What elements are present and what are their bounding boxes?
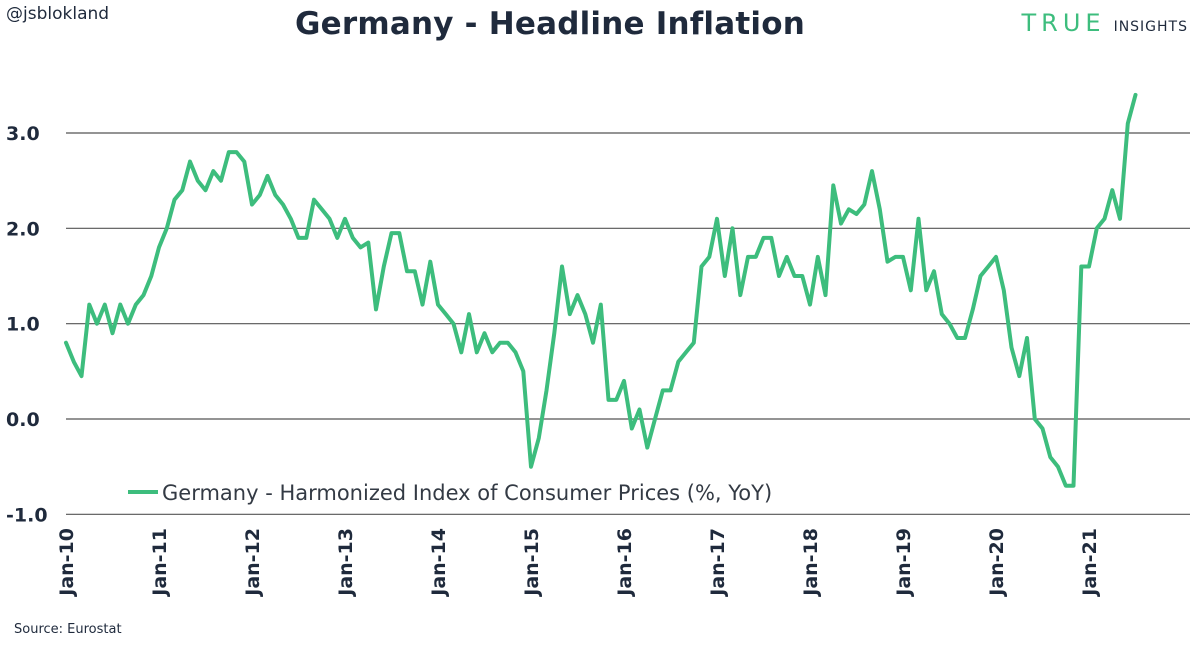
brand-logo: TRUE INSIGHTS [1021, 9, 1188, 37]
x-tick-label: Jan-16 [614, 528, 636, 598]
brand-true-text: TRUE [1021, 9, 1106, 37]
brand-insights-text: INSIGHTS [1113, 19, 1188, 35]
x-tick-label: Jan-18 [800, 528, 822, 598]
x-axis-ticks: Jan-10 Jan-11 Jan-12 Jan-13 Jan-14 Jan-15 Jan-… [56, 528, 1101, 598]
y-tick-label: 0.0 [6, 409, 40, 431]
x-tick-label: Jan-19 [893, 528, 915, 598]
x-tick-label: Jan-20 [986, 528, 1008, 598]
y-tick-label: 1.0 [6, 314, 40, 336]
series-line [64, 92, 1138, 488]
x-tick-label: Jan-17 [707, 528, 729, 598]
source-note: Source: Eurostat [14, 622, 122, 637]
y-tick-label: -1.0 [6, 504, 48, 526]
y-tick-label: 3.0 [6, 123, 40, 145]
legend: Germany - Harmonized Index of Consumer P… [128, 481, 772, 505]
x-tick-label: Jan-14 [428, 528, 450, 598]
chart-title: Germany - Headline Inflation [295, 6, 805, 42]
x-tick-label: Jan-10 [56, 528, 78, 598]
twitter-handle: @jsblokland [6, 4, 110, 24]
legend-label: Germany - Harmonized Index of Consumer P… [162, 481, 772, 505]
x-tick-label: Jan-11 [149, 528, 171, 598]
x-tick-label: Jan-12 [242, 528, 264, 598]
y-tick-label: 2.0 [6, 218, 40, 240]
grid-lines [66, 132, 1190, 515]
x-tick-label: Jan-21 [1079, 528, 1101, 598]
x-tick-label: Jan-13 [335, 528, 357, 598]
series-group [64, 92, 1138, 488]
y-axis-ticks: 3.0 2.0 1.0 0.0 -1.0 [6, 123, 48, 526]
x-tick-label: Jan-15 [521, 528, 543, 598]
